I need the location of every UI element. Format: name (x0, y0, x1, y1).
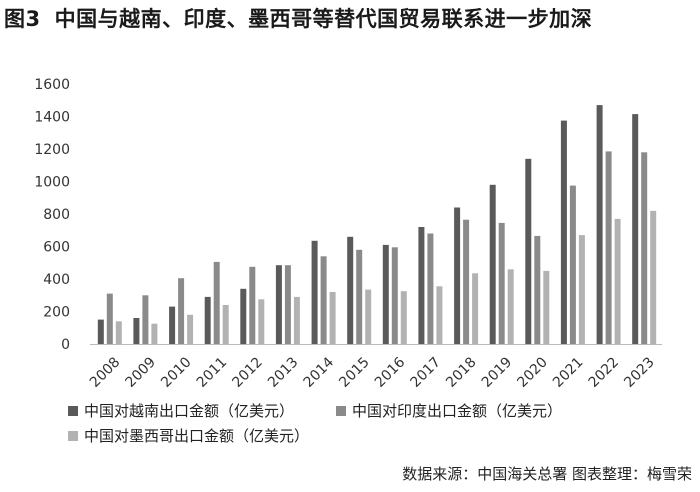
bar-2014-series-1 (320, 256, 327, 345)
bar-2011-series-0 (204, 296, 211, 344)
bar-2021-series-2 (578, 235, 585, 344)
bar-2018-series-1 (463, 219, 470, 344)
bar-2012-series-0 (240, 288, 247, 345)
bar-2020-series-0 (525, 158, 532, 345)
y-axis: 0 200 400 600 800 1000 1200 1400 1600 (34, 77, 70, 353)
bar-2009-series-1 (142, 295, 149, 345)
y-tick-label: 600 (43, 240, 70, 256)
legend-item: 中国对墨西哥出口金额（亿美元） (68, 425, 309, 446)
bar-2008-series-0 (97, 319, 104, 344)
y-tick-label: 1200 (34, 142, 70, 158)
bar-2015-series-2 (365, 289, 372, 344)
bar-2016-series-0 (382, 244, 389, 344)
bar-2016-series-1 (391, 247, 398, 344)
x-tick-label: 2018 (443, 354, 480, 391)
x-tick-label: 2009 (123, 354, 160, 391)
legend-swatch (68, 405, 78, 416)
x-tick-label: 2022 (586, 354, 623, 391)
bar-2011-series-2 (222, 305, 229, 344)
legend-item: 中国对印度出口金额（亿美元） (336, 400, 562, 421)
x-tick-label: 2012 (229, 354, 266, 391)
y-tick-label: 1400 (34, 110, 70, 126)
bar-2016-series-2 (400, 291, 407, 344)
bar-2012-series-2 (258, 299, 265, 344)
bar-2020-series-1 (534, 235, 541, 344)
x-tick-label: 2008 (87, 354, 124, 391)
x-tick-label: 2015 (336, 354, 373, 391)
y-tick-label: 800 (43, 207, 70, 223)
x-tick-label: 2013 (265, 354, 302, 391)
legend-label: 中国对越南出口金额（亿美元） (84, 402, 295, 420)
bar-2022-series-2 (614, 218, 621, 344)
x-tick-label: 2019 (479, 354, 516, 391)
bar-2017-series-2 (436, 286, 443, 344)
chart-title-text: 中国与越南、印度、墨西哥等替代国贸易联系进一步加深 (54, 7, 593, 31)
legend-swatch (336, 405, 346, 416)
bar-2022-series-0 (596, 105, 603, 344)
bar-2013-series-0 (275, 265, 282, 344)
bar-2011-series-1 (213, 261, 220, 344)
bar-2019-series-2 (507, 269, 514, 345)
y-tick-label: 1000 (34, 175, 70, 191)
bar-2013-series-2 (293, 296, 300, 344)
x-tick-label: 2021 (550, 354, 587, 391)
x-tick-label: 2016 (372, 354, 409, 391)
bar-2014-series-2 (329, 292, 336, 344)
bar-2019-series-1 (498, 222, 505, 344)
x-tick-label: 2011 (194, 354, 231, 391)
bar-2023-series-2 (650, 210, 657, 345)
y-tick-label: 0 (61, 337, 70, 353)
legend-item: 中国对越南出口金额（亿美元） (68, 400, 294, 421)
chart-title: 图3 中国与越南、印度、墨西哥等替代国贸易联系进一步加深 (4, 3, 696, 33)
x-tick-label: 2023 (621, 354, 658, 391)
bar-2010-series-2 (187, 314, 194, 345)
bar-2010-series-1 (178, 278, 185, 344)
bar-2017-series-0 (418, 227, 425, 344)
source-note: 数据来源：中国海关总署 图表整理：梅雪荣 (402, 465, 692, 483)
legend-label: 中国对墨西哥出口金额（亿美元） (84, 427, 310, 445)
legend-label: 中国对印度出口金额（亿美元） (352, 402, 563, 420)
bar-2008-series-2 (115, 321, 122, 345)
bar-2014-series-0 (311, 240, 318, 344)
bar-2015-series-1 (356, 249, 363, 345)
bar-2018-series-2 (472, 273, 479, 344)
bar-2013-series-1 (284, 265, 291, 344)
y-tick-label: 1600 (34, 77, 70, 93)
y-tick-label: 400 (43, 272, 70, 288)
x-axis: 2008 2009 2010 2011 2012 2013 2014 2015 2016 2017… (87, 344, 662, 391)
y-tick-label: 200 (43, 305, 70, 321)
figure-number: 图3 (4, 7, 41, 31)
bar-2018-series-0 (454, 207, 461, 344)
legend-swatch (68, 430, 78, 441)
bar-2008-series-1 (106, 293, 113, 344)
bar-2021-series-0 (560, 120, 567, 344)
bar-2023-series-0 (632, 114, 639, 344)
bar-2015-series-0 (347, 236, 354, 345)
bar-2023-series-1 (641, 152, 648, 345)
bar-2019-series-0 (489, 184, 496, 345)
bar-2010-series-0 (169, 306, 176, 344)
bar-2020-series-2 (543, 270, 550, 344)
x-tick-label: 2014 (301, 354, 338, 391)
x-tick-label: 2020 (514, 354, 551, 391)
bar-2017-series-1 (427, 233, 434, 344)
bar-2009-series-0 (133, 318, 140, 344)
bar-2012-series-1 (249, 266, 256, 344)
x-tick-label: 2017 (408, 354, 445, 391)
bar-2009-series-2 (151, 323, 158, 344)
bar-2022-series-1 (605, 151, 612, 344)
bar-2021-series-1 (569, 185, 576, 344)
x-tick-label: 2010 (158, 354, 195, 391)
bars (97, 105, 657, 345)
